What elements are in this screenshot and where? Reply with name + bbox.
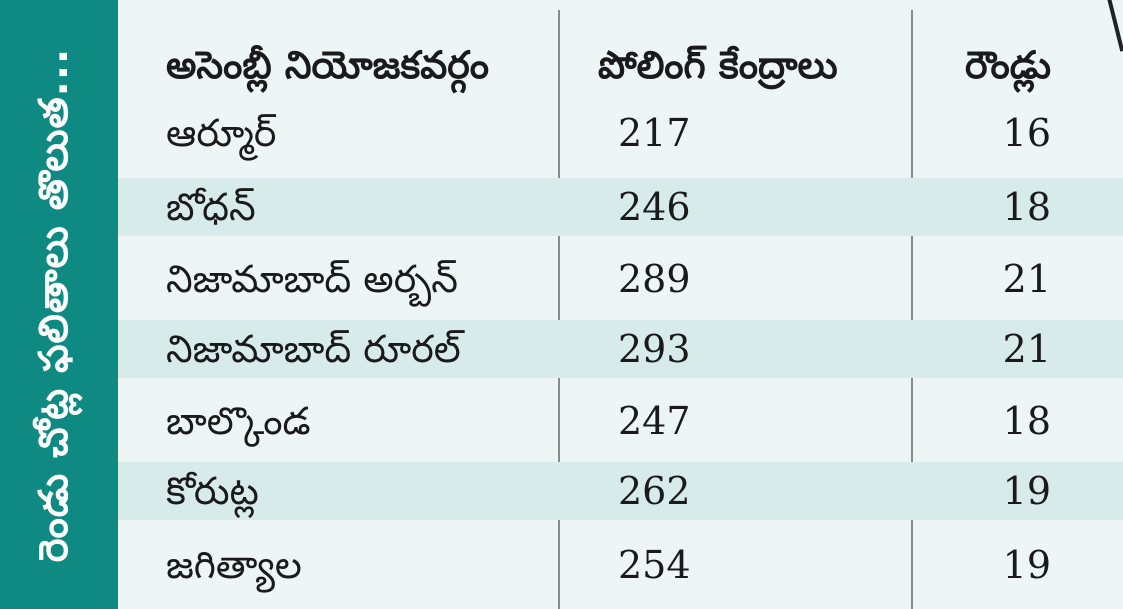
table-row: ఆర్మూర్ 217 16	[118, 104, 1123, 162]
row-rounds: 21	[1002, 257, 1051, 301]
table-row: నిజామాబాద్ అర్బన్ 289 21	[118, 250, 1123, 308]
header-constituency: అసెంబ్లీ నియోజకవర్గం	[166, 43, 490, 87]
column-divider-2	[911, 10, 913, 609]
table-header-row: అసెంబ్లీ నియోజకవర్గం పోలింగ్ కేంద్రాలు ర…	[118, 36, 1123, 94]
side-title: రెండు చోట్ల ఫలితాలు తొలుత...	[31, 47, 78, 562]
row-polling-stations: 262	[618, 469, 691, 513]
column-divider-1	[558, 10, 560, 609]
row-polling-stations: 289	[618, 257, 691, 301]
table-row: నిజామాబాద్ రూరల్ 293 21	[118, 320, 1123, 378]
side-title-band: రెండు చోట్ల ఫలితాలు తొలుత...	[0, 0, 118, 609]
table-row: కోరుట్ల 262 19	[118, 462, 1123, 520]
row-polling-stations: 217	[618, 111, 691, 155]
row-rounds: 18	[1002, 185, 1051, 229]
row-constituency: బాల్కొండ	[166, 399, 311, 443]
row-constituency: బోధన్	[166, 185, 256, 229]
row-constituency: జగిత్యాల	[166, 543, 302, 587]
header-polling-stations: పోలింగ్ కేంద్రాలు	[598, 43, 838, 87]
row-constituency: కోరుట్ల	[166, 469, 259, 513]
row-polling-stations: 247	[618, 399, 691, 443]
row-polling-stations: 254	[618, 543, 691, 587]
row-constituency: నిజామాబాద్ అర్బన్	[166, 257, 458, 301]
row-rounds: 21	[1002, 327, 1051, 371]
header-rounds: రౌండ్లు	[964, 43, 1051, 87]
table-row: బోధన్ 246 18	[118, 178, 1123, 236]
table-row: జగిత్యాల 254 19	[118, 536, 1123, 594]
row-rounds: 16	[1002, 111, 1051, 155]
row-rounds: 19	[1002, 469, 1051, 513]
row-polling-stations: 293	[618, 327, 691, 371]
row-polling-stations: 246	[618, 185, 691, 229]
row-rounds: 18	[1002, 399, 1051, 443]
row-constituency: నిజామాబాద్ రూరల్	[166, 327, 461, 371]
results-table: అసెంబ్లీ నియోజకవర్గం పోలింగ్ కేంద్రాలు ర…	[118, 0, 1123, 609]
row-rounds: 19	[1002, 543, 1051, 587]
table-row: బాల్కొండ 247 18	[118, 392, 1123, 450]
row-constituency: ఆర్మూర్	[166, 111, 277, 155]
